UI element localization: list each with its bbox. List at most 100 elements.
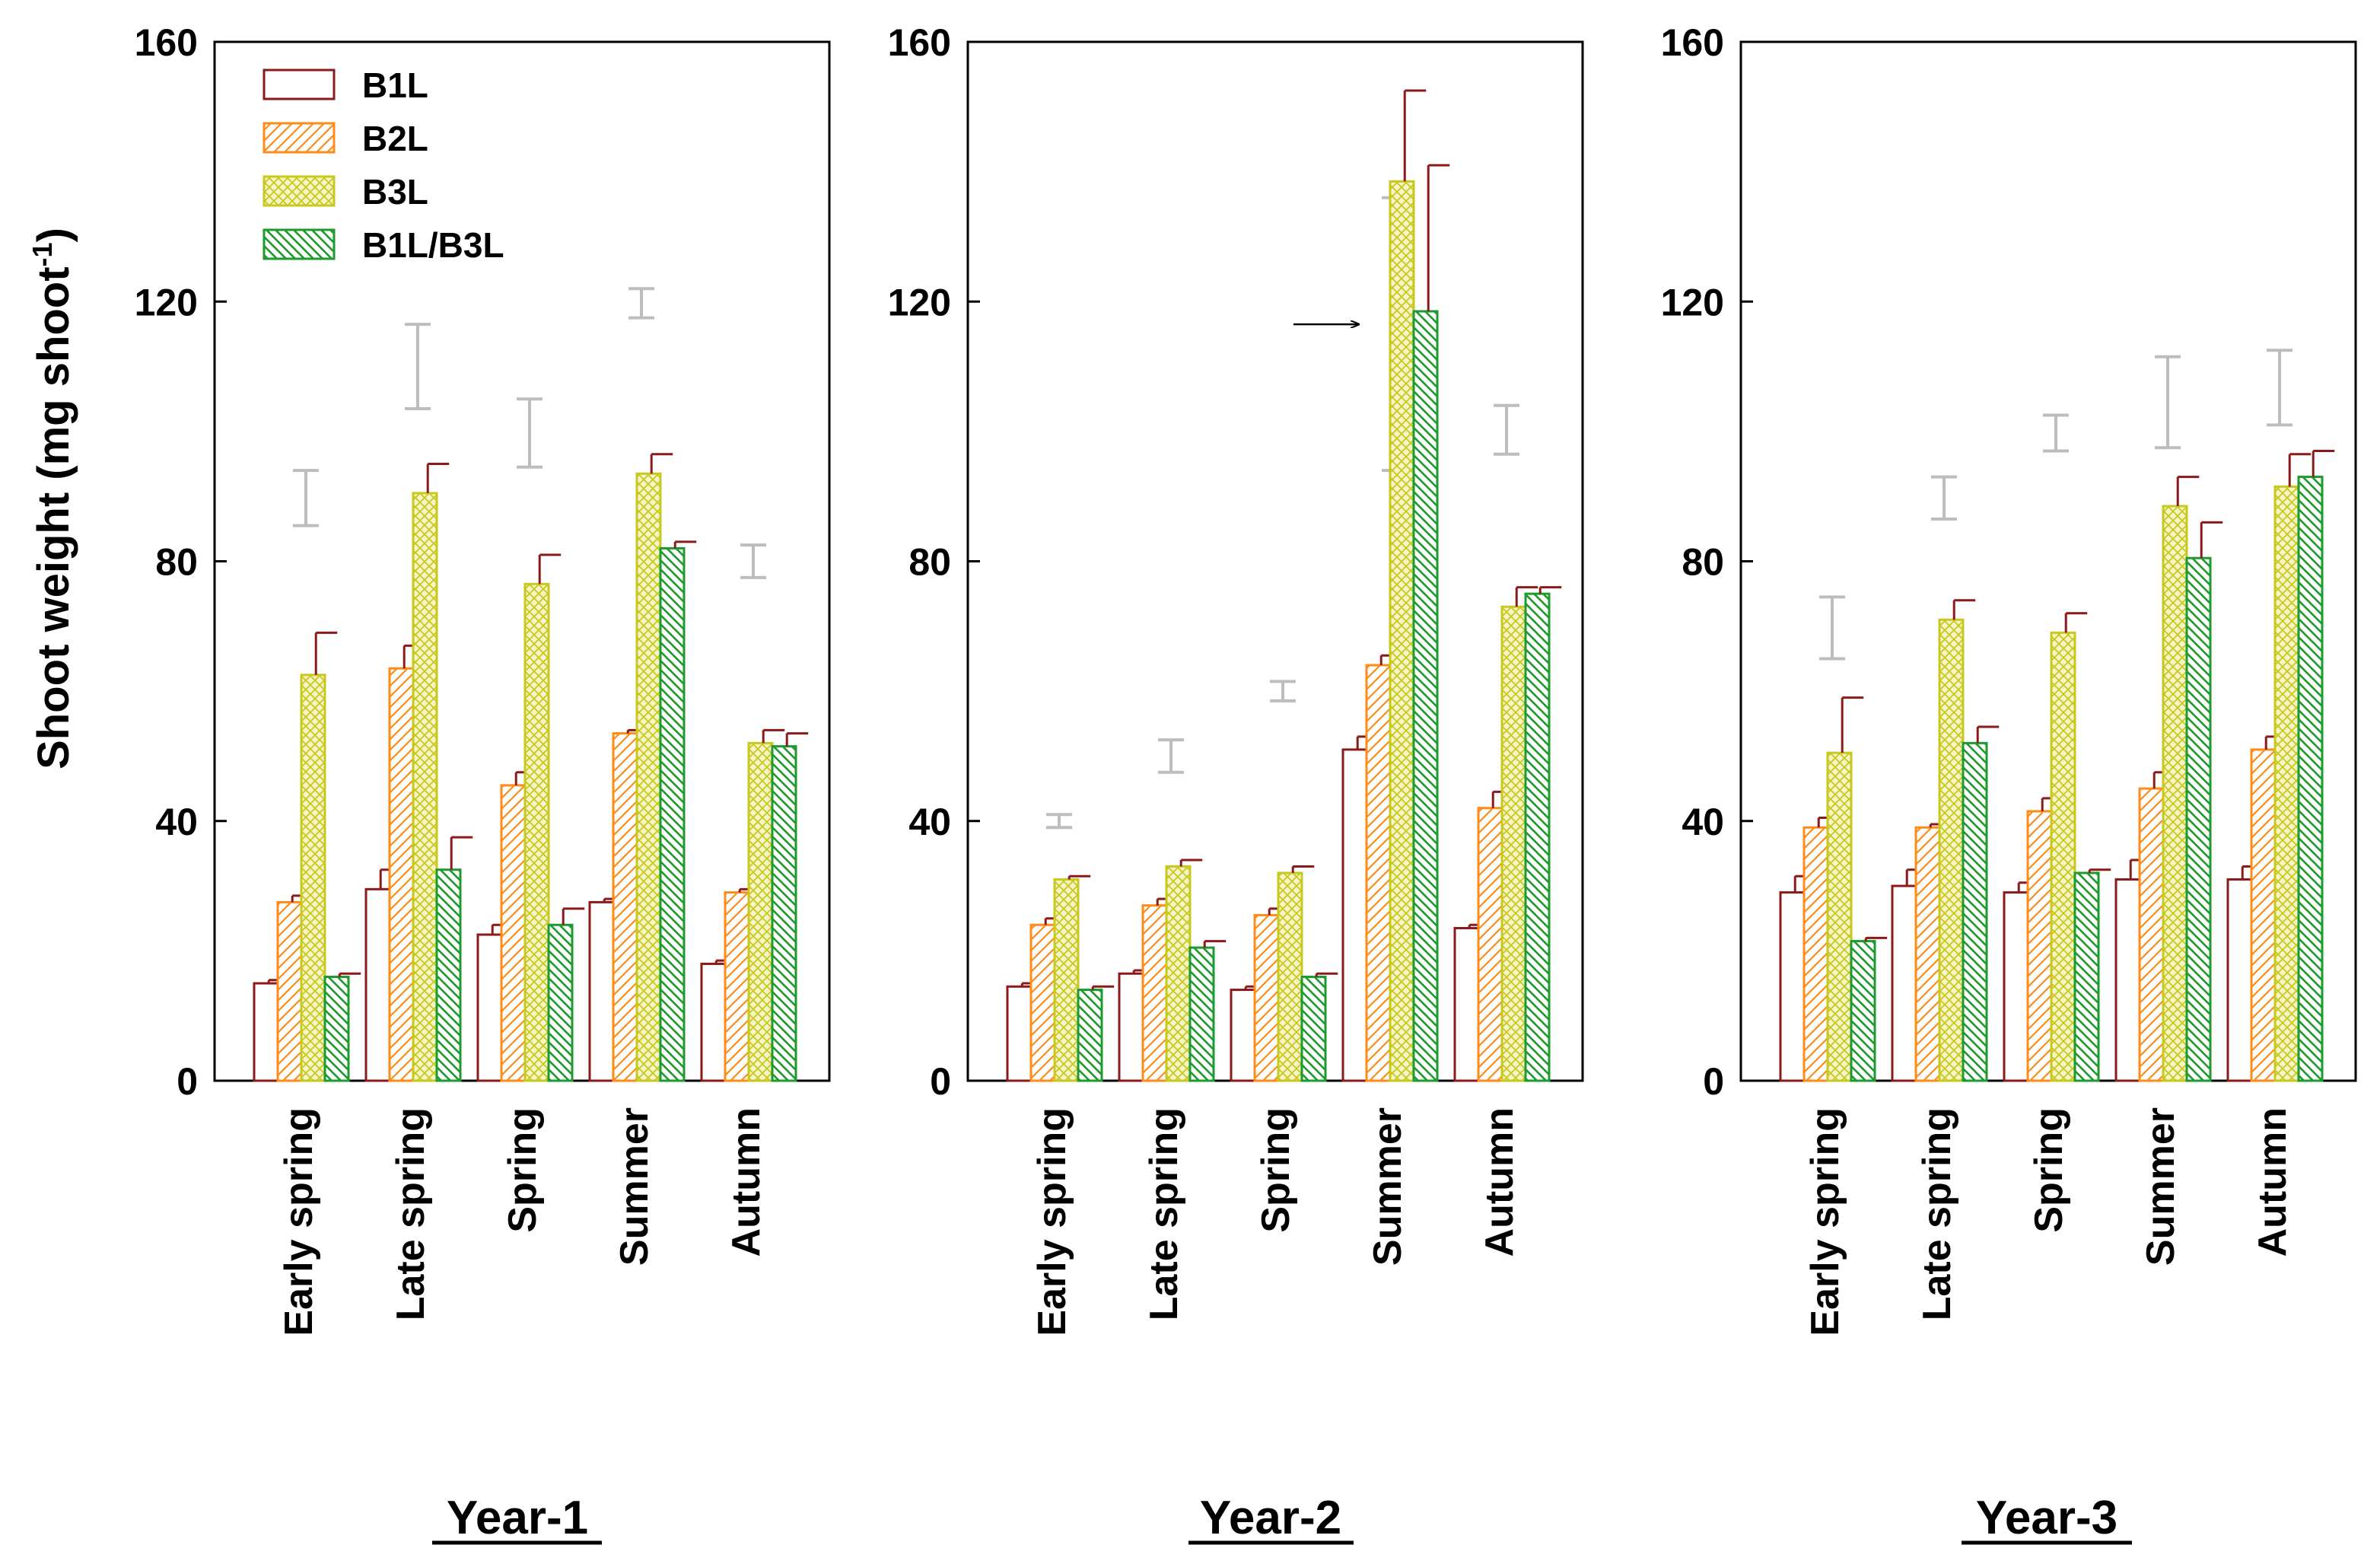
bar-b1l <box>1453 927 1480 1082</box>
bar-b2l <box>1253 913 1280 1082</box>
panel-year-3-ytick-label: 160 <box>1661 21 1724 64</box>
legend-swatch-b1l <box>262 68 336 100</box>
bar-b1l <box>588 900 615 1082</box>
bar-b3l <box>635 472 662 1082</box>
bar-b1l-b3l <box>547 923 574 1082</box>
panel-year-3-ytick-label: 80 <box>1682 541 1724 584</box>
bar-b3l <box>1500 605 1527 1082</box>
bar-b1l <box>2226 878 2253 1082</box>
panel-year-2-ytick-label: 80 <box>908 541 951 584</box>
bar-b3l <box>747 741 774 1082</box>
panel-year-2-ytick-label: 0 <box>930 1060 951 1103</box>
panel-year-2: 0 40 80 120 160 Early spring Late spring Spring… <box>888 21 1584 1545</box>
panel-year-1-ytick-label: 160 <box>135 21 198 64</box>
bar-b1l <box>1891 884 1917 1082</box>
bar-b3l <box>1938 618 1965 1082</box>
panel-year-3-x-label: Late spring <box>1915 1107 1959 1320</box>
bar-b2l <box>2026 810 2053 1082</box>
panel-year-3: 0 40 80 120 160 Early spring Late spring Spring… <box>1661 21 2357 1545</box>
panel-year-2-title: Year-2 <box>1200 1492 1341 1544</box>
panel-year-1-x-label: Summer <box>612 1107 657 1266</box>
panel-year-3-ytick-label: 0 <box>1703 1060 1724 1103</box>
panel-year-3-group-late-spring: Late spring <box>1891 475 2000 1320</box>
panel-year-1-ytick-label: 40 <box>155 801 198 843</box>
panel-year-2-ytick-label: 160 <box>888 21 951 64</box>
panel-year-3-x-label: Early spring <box>1803 1107 1847 1336</box>
bar-b2l <box>612 732 638 1082</box>
bar-b1l-b3l <box>323 976 350 1082</box>
panel-year-1-ytick-label: 0 <box>177 1060 198 1103</box>
bar-b1l-b3l <box>659 546 686 1082</box>
bar-b1l <box>1341 748 1368 1082</box>
panel-year-1-group-autumn: Autumn <box>700 543 809 1257</box>
bar-b3l <box>523 582 550 1082</box>
bar-b3l <box>1053 878 1080 1082</box>
panel-year-2-x-label: Early spring <box>1030 1107 1074 1336</box>
panel-year-3-ytick-label: 40 <box>1682 801 1724 843</box>
bar-b1l-b3l <box>2073 871 2100 1082</box>
panel-year-2-group-autumn: Autumn <box>1453 403 1562 1257</box>
bar-b1l <box>364 887 391 1082</box>
bar-b1l <box>1006 985 1032 1082</box>
legend-swatch-b1l-b3l <box>262 228 336 260</box>
bar-b3l <box>1389 180 1415 1082</box>
bar-b1l <box>476 933 503 1082</box>
bar-b3l <box>412 492 438 1082</box>
bar-b1l-b3l <box>1300 976 1327 1082</box>
legend-label-b1l: B1L <box>362 65 428 105</box>
panel-year-3-group-autumn: Autumn <box>2226 349 2335 1257</box>
bar-b2l <box>2250 748 2277 1082</box>
panel-year-3-group-summer: Summer <box>2114 355 2223 1266</box>
bar-b1l-b3l <box>2297 476 2324 1082</box>
bar-b1l <box>2114 878 2141 1082</box>
panel-year-1-x-label: Early spring <box>277 1107 321 1336</box>
bar-b1l <box>700 962 727 1082</box>
bar-b2l <box>1477 807 1503 1082</box>
panel-year-1-group-spring: Spring <box>476 397 585 1233</box>
bar-b1l-b3l <box>1412 310 1439 1082</box>
panel-year-1-group-summer: Summer <box>588 287 697 1266</box>
bar-b2l <box>1803 826 1829 1082</box>
bar-b2l <box>500 784 527 1082</box>
bar-b3l <box>1277 871 1303 1082</box>
bar-b1l-b3l <box>1524 592 1551 1082</box>
panel-year-1-group-early-spring: Early spring <box>253 469 361 1336</box>
panel-year-2-x-label: Late spring <box>1142 1107 1186 1320</box>
panel-year-1-group-late-spring: Late spring <box>364 323 473 1320</box>
bar-b1l <box>2003 891 2029 1082</box>
panel-year-2-group-early-spring: Early spring <box>1006 813 1115 1336</box>
bar-b3l <box>1826 751 1853 1082</box>
bar-b2l <box>1141 904 1168 1082</box>
panel-year-3-x-label: Summer <box>2139 1107 2183 1266</box>
panel-year-3-group-spring: Spring <box>2003 413 2111 1233</box>
bar-b2l <box>1914 826 1941 1082</box>
bar-b1l-b3l <box>1077 989 1103 1082</box>
bar-b1l-b3l <box>771 745 797 1082</box>
panel-year-2-x-label: Autumn <box>1478 1107 1522 1257</box>
y-axis-label: Shoot weight (mg shoot-1) <box>27 228 78 769</box>
legend-swatch-b3l <box>262 175 336 207</box>
panel-year-1-x-label: Autumn <box>724 1107 768 1257</box>
legend: B1L B2L B3L B1L/B3L <box>262 65 504 265</box>
bar-b3l <box>2162 505 2188 1082</box>
bar-b2l <box>388 667 415 1082</box>
bar-b1l-b3l <box>1850 940 1876 1082</box>
panel-year-1-ytick-label: 80 <box>155 541 198 584</box>
panel-year-3-x-label: Autumn <box>2251 1107 2295 1257</box>
panel-year-1-x-label: Spring <box>501 1107 545 1233</box>
legend-label-b1l-b3l: B1L/B3L <box>362 225 504 265</box>
bar-b1l-b3l <box>435 868 462 1082</box>
panel-year-2-ytick-label: 120 <box>888 281 951 323</box>
panel-year-1-ytick-label: 120 <box>135 281 198 323</box>
legend-label-b2l: B2L <box>362 119 428 158</box>
panel-year-1-title: Year-1 <box>447 1492 588 1544</box>
bar-b2l <box>1365 664 1392 1082</box>
bar-b1l-b3l <box>2185 556 2212 1082</box>
panel-year-3-title: Year-3 <box>1976 1492 2118 1544</box>
bar-b1l <box>1779 891 1806 1082</box>
panel-year-3-x-label: Spring <box>2027 1107 2071 1233</box>
panel-year-2-x-label: Summer <box>1366 1107 1410 1266</box>
bar-b3l <box>2273 485 2300 1082</box>
bar-b2l <box>1029 923 1056 1082</box>
